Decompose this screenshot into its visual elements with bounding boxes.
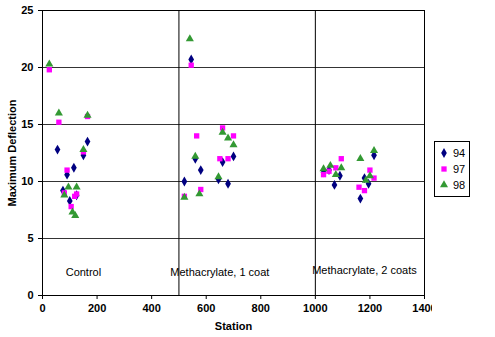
svg-text:1000: 1000 — [303, 302, 327, 314]
svg-text:600: 600 — [197, 302, 215, 314]
svg-text:0: 0 — [39, 302, 45, 314]
svg-text:Station: Station — [215, 320, 253, 332]
html-text:97: 97 — [453, 162, 466, 175]
svg-text:200: 200 — [88, 302, 106, 314]
svg-text:1400: 1400 — [412, 302, 432, 314]
html-text:98: 98 — [453, 178, 466, 191]
svg-text:Methacrylate, 1 coat: Methacrylate, 1 coat — [170, 266, 269, 278]
svg-text:10: 10 — [21, 175, 33, 187]
svg-text:15: 15 — [21, 118, 33, 130]
svg-text:Maximum Deflection: Maximum Deflection — [6, 99, 18, 206]
svg-text:0: 0 — [27, 289, 33, 301]
svg-text:20: 20 — [21, 61, 33, 73]
svg-text:800: 800 — [252, 302, 270, 314]
html-text:94: 94 — [453, 146, 466, 159]
svg-text:25: 25 — [21, 4, 33, 16]
svg-text:1200: 1200 — [358, 302, 382, 314]
svg-text:5: 5 — [27, 232, 33, 244]
svg-text:400: 400 — [142, 302, 160, 314]
svg-text:Control: Control — [66, 266, 101, 278]
svg-text:Methacrylate, 2 coats: Methacrylate, 2 coats — [312, 264, 417, 276]
